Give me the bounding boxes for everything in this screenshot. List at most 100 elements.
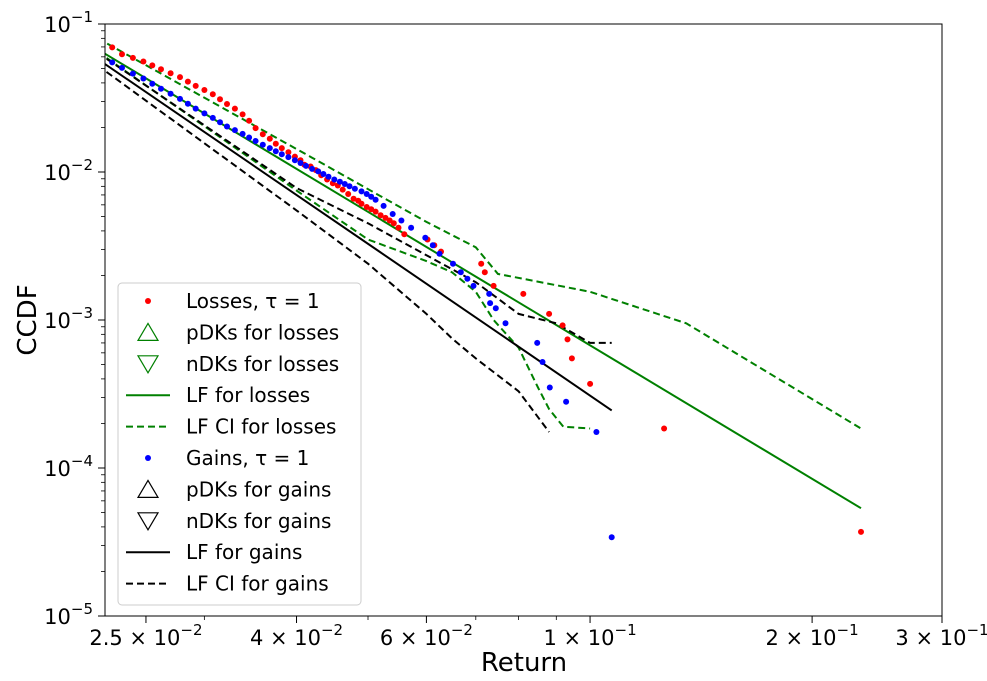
data-point [278, 145, 285, 152]
legend-label: nDKs for gains [186, 509, 331, 533]
data-point [546, 310, 553, 317]
data-point [450, 260, 456, 267]
data-point [149, 62, 156, 69]
x-axis-title: Return [481, 648, 567, 678]
data-point [372, 208, 379, 215]
data-point [140, 58, 147, 65]
data-point [372, 196, 379, 203]
data-point [285, 149, 292, 156]
data-point [217, 119, 223, 126]
data-point [231, 127, 238, 134]
data-point [129, 70, 136, 77]
legend-marker [136, 512, 160, 531]
data-point [492, 305, 499, 312]
data-point [184, 78, 191, 85]
y-tick-label: 10−1 [44, 8, 93, 37]
data-point [363, 191, 370, 197]
major-ticks [98, 23, 943, 623]
data-point [539, 359, 546, 365]
data-point [303, 162, 309, 169]
data-point [331, 176, 338, 183]
data-point [201, 87, 208, 93]
data-point [109, 59, 116, 66]
data-point [436, 250, 443, 257]
data-point [470, 282, 477, 289]
data-point [266, 145, 273, 152]
data-point [272, 140, 279, 147]
data-point [390, 220, 397, 227]
legend-marker [145, 455, 151, 461]
data-point [119, 51, 125, 58]
legend-box [117, 282, 362, 606]
data-point [309, 165, 316, 172]
legend-marker [136, 322, 160, 341]
data-point [568, 355, 575, 362]
legend-marker [136, 479, 160, 498]
data-point [608, 534, 615, 541]
data-point [184, 100, 191, 107]
data-point [297, 160, 304, 166]
data-point [380, 202, 387, 209]
data-point [457, 269, 464, 276]
legend-label: LF for gains [186, 540, 302, 564]
series-line [105, 69, 550, 433]
y-tick-labels: 10−1 10−2 10−3 10−4 10−5 [44, 8, 93, 629]
data-point [192, 105, 199, 112]
data-point [346, 183, 353, 190]
data-point [534, 339, 541, 346]
data-point [377, 212, 384, 219]
x-tick-labels: 2.5 × 10−2 4 × 10−2 6 × 10−2 1 × 10−1 2 × 10… [89, 621, 987, 650]
data-point [546, 384, 553, 391]
x-tick-label: 4 × 10−2 [250, 621, 343, 650]
data-point [520, 290, 527, 297]
legend-marker [136, 355, 160, 374]
data-point [587, 380, 594, 387]
data-point [315, 168, 322, 175]
series-line [105, 41, 862, 430]
data-point [239, 111, 246, 118]
legend-label: LF CI for losses [186, 415, 336, 439]
data-point [149, 80, 156, 87]
data-point [266, 135, 273, 142]
data-point [231, 105, 238, 112]
plot-frame [104, 23, 943, 617]
data-point [177, 74, 183, 81]
data-point [272, 148, 279, 155]
x-tick-label: 1 × 10−1 [543, 621, 636, 650]
data-point [209, 114, 216, 121]
data-point [158, 85, 164, 92]
series-line [105, 55, 591, 430]
data-point [487, 300, 494, 307]
data-point [217, 96, 223, 103]
data-point [201, 110, 208, 117]
data-point [490, 282, 497, 289]
x-tick-label: 3 × 10−1 [895, 621, 987, 650]
legend-label: nDKs for losses [186, 352, 339, 376]
data-point [252, 138, 259, 144]
data-point [320, 171, 327, 177]
legend-label: Losses, τ = 1 [186, 289, 320, 313]
legend-label: LF CI for gains [186, 572, 329, 596]
data-point [363, 204, 370, 210]
data-point [167, 70, 174, 77]
data-point [563, 398, 570, 405]
series-line [105, 62, 613, 412]
data-point [429, 242, 436, 249]
data-points [109, 44, 864, 541]
y-tick-label: 10−3 [44, 304, 93, 333]
x-tick-label: 2.5 × 10−2 [89, 621, 202, 650]
data-point [158, 66, 164, 73]
data-point [408, 224, 415, 231]
data-point [464, 275, 471, 282]
data-point [502, 320, 509, 327]
data-point [661, 425, 668, 432]
legend-label: pDKs for gains [186, 477, 331, 501]
legend-label: LF for losses [186, 383, 310, 407]
legend: Losses, τ = 1 pDKs for losses nDKs for los… [117, 282, 362, 606]
data-point [224, 101, 230, 107]
data-point [350, 195, 357, 202]
data-point [341, 181, 348, 187]
data-point [395, 224, 402, 231]
data-point [224, 123, 230, 130]
data-point [486, 290, 493, 297]
